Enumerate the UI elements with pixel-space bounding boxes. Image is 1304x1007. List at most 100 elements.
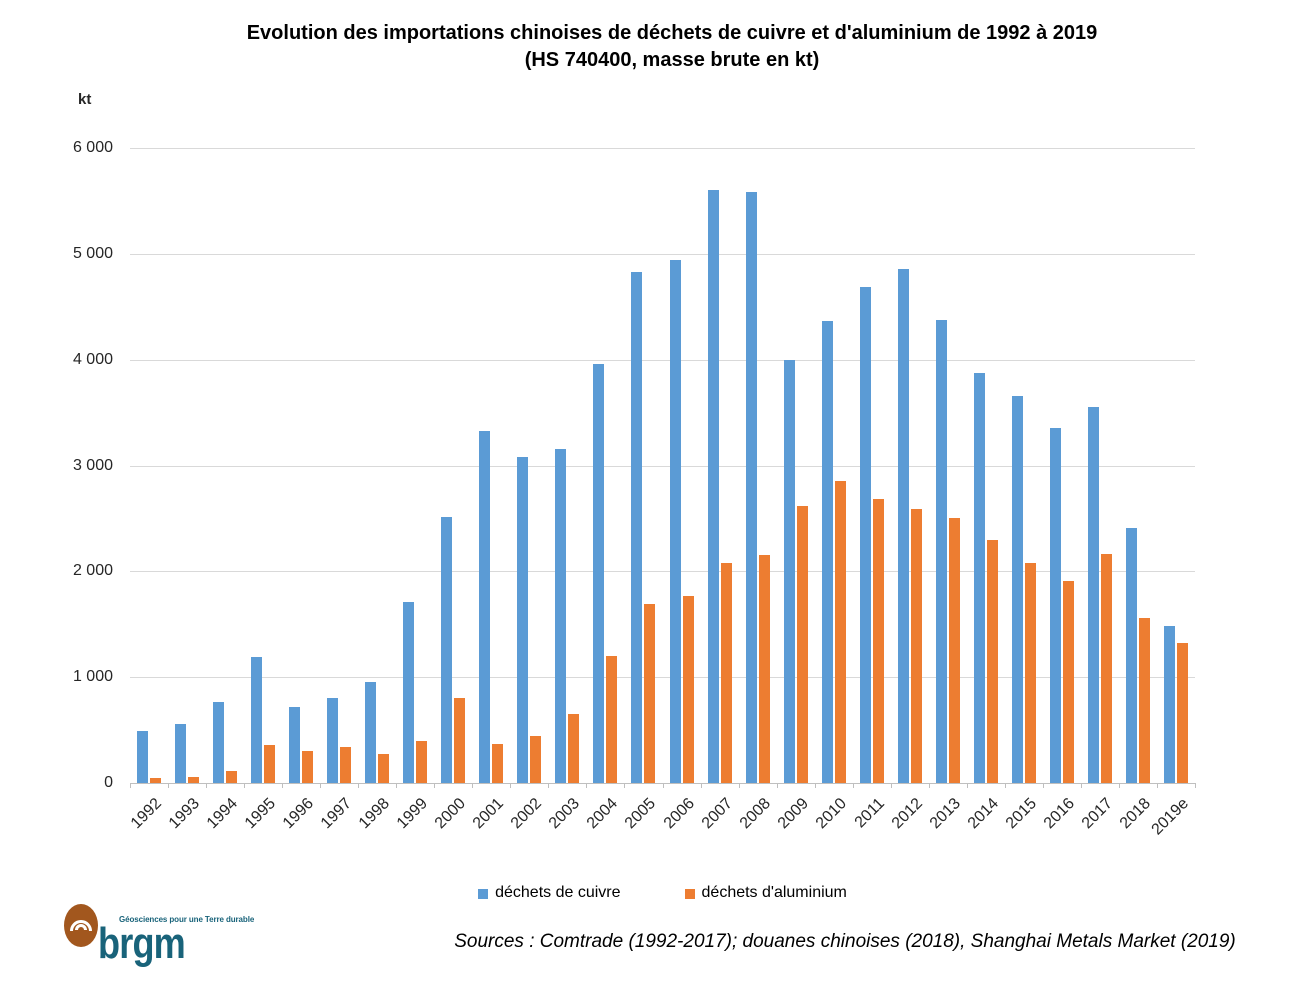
sources-caption: Sources : Comtrade (1992-2017); douanes … xyxy=(454,931,1236,952)
bar-cuivre-2008 xyxy=(745,192,757,783)
x-axis-tick xyxy=(1195,783,1196,788)
x-axis-tick xyxy=(168,783,170,788)
x-axis-tick xyxy=(510,783,512,788)
bar-aluminium-1998 xyxy=(378,753,390,783)
bar-cuivre-1996 xyxy=(289,707,301,783)
x-axis-tick xyxy=(548,783,550,788)
gridline xyxy=(130,677,1195,679)
bar-cuivre-2007 xyxy=(707,190,719,783)
x-axis-tick xyxy=(1156,783,1158,788)
bar-cuivre-2012 xyxy=(897,268,909,783)
legend-item-aluminium: déchets d'aluminium xyxy=(684,884,847,902)
gridline xyxy=(130,465,1195,467)
y-tick-label-2000: 2 000 xyxy=(72,562,113,580)
x-axis-tick xyxy=(1004,783,1006,788)
bar-cuivre-1993 xyxy=(175,723,187,783)
bar-aluminium-1997 xyxy=(340,747,352,783)
x-axis-tick xyxy=(624,783,626,788)
bar-aluminium-2013 xyxy=(948,518,960,783)
bar-aluminium-2012 xyxy=(910,508,922,783)
x-axis-tick xyxy=(1042,783,1044,788)
x-axis-tick xyxy=(244,783,246,788)
bar-cuivre-2005 xyxy=(631,271,643,783)
brgm-logo-tagline: Géosciences pour une Terre durable xyxy=(119,915,255,924)
bar-cuivre-1997 xyxy=(327,697,339,783)
bar-cuivre-2003 xyxy=(555,448,567,783)
bar-aluminium-2016 xyxy=(1062,580,1074,783)
bar-cuivre-1992 xyxy=(137,731,149,783)
bar-cuivre-2004 xyxy=(593,364,605,783)
legend: déchets de cuivre déchets d'aluminium xyxy=(130,884,1195,902)
bar-cuivre-2009 xyxy=(783,359,795,783)
legend-item-cuivre: déchets de cuivre xyxy=(478,884,621,902)
x-axis-tick xyxy=(1118,783,1120,788)
gridline xyxy=(130,571,1195,573)
y-axis-labels: 6 000 5 000 4 000 3 000 2 000 1 000 0 xyxy=(0,139,113,791)
bar-aluminium-2008 xyxy=(758,555,770,783)
bar-aluminium-2010 xyxy=(834,480,846,783)
bar-aluminium-2007 xyxy=(720,562,732,783)
bar-cuivre-2014 xyxy=(973,373,985,783)
bar-cuivre-2015 xyxy=(1011,395,1023,783)
bar-aluminium-2002 xyxy=(530,736,542,783)
bar-cuivre-2011 xyxy=(859,286,871,783)
legend-label-aluminium: déchets d'aluminium xyxy=(701,884,847,901)
bar-cuivre-2017 xyxy=(1087,406,1099,783)
y-tick-label-1000: 1 000 xyxy=(72,668,113,686)
bar-cuivre-2018 xyxy=(1125,527,1137,783)
y-tick-label-6000: 6 000 xyxy=(72,139,113,156)
chart-title: Evolution des importations chinoises de … xyxy=(40,20,1304,74)
bar-cuivre-2016 xyxy=(1049,428,1061,783)
x-axis-tick xyxy=(662,783,664,788)
x-axis-tick xyxy=(358,783,360,788)
brgm-logo-wordmark: brgm xyxy=(98,919,186,968)
chart-title-line1: Evolution des importations chinoises de … xyxy=(246,22,1098,44)
y-tick-label-0: 0 xyxy=(104,774,113,791)
brgm-logo-arc-icon xyxy=(64,904,98,947)
bar-cuivre-1999 xyxy=(403,602,415,783)
legend-label-cuivre: déchets de cuivre xyxy=(495,884,621,901)
bar-aluminium-2018 xyxy=(1138,617,1150,783)
x-axis-tick xyxy=(738,783,740,788)
x-axis-tick xyxy=(206,783,208,788)
bar-aluminium-2006 xyxy=(682,595,694,783)
gridline xyxy=(130,359,1195,361)
bar-aluminium-2015 xyxy=(1024,562,1036,783)
bar-cuivre-2006 xyxy=(669,259,681,783)
bar-aluminium-2017 xyxy=(1100,554,1112,783)
bar-aluminium-2004 xyxy=(606,656,618,783)
x-axis-tick xyxy=(814,783,816,788)
y-axis-unit-label: kt xyxy=(78,91,92,108)
x-axis-tick xyxy=(396,783,398,788)
legend-swatch-icon-cuivre xyxy=(478,888,489,899)
x-axis-tick xyxy=(130,783,131,788)
x-axis-tick xyxy=(472,783,474,788)
y-tick-label-4000: 4 000 xyxy=(72,350,113,368)
gridline xyxy=(130,148,1195,149)
bar-cuivre-1994 xyxy=(213,701,225,783)
bar-aluminium-2011 xyxy=(872,499,884,783)
legend-swatch-icon-aluminium xyxy=(684,888,695,899)
bar-cuivre-1995 xyxy=(251,657,263,783)
bar-aluminium-1993 xyxy=(188,776,200,783)
y-tick-label-3000: 3 000 xyxy=(72,456,113,474)
bar-aluminium-2003 xyxy=(568,714,580,783)
bar-cuivre-2002 xyxy=(517,457,529,783)
bar-aluminium-2001 xyxy=(492,743,504,783)
bar-cuivre-1998 xyxy=(365,681,377,783)
bar-aluminium-2000 xyxy=(454,698,466,783)
y-tick-label-5000: 5 000 xyxy=(72,244,113,262)
bar-aluminium-1992 xyxy=(150,778,162,783)
x-axis-tick xyxy=(1080,783,1082,788)
bar-cuivre-2019e xyxy=(1163,626,1175,783)
x-axis-tick xyxy=(700,783,702,788)
x-axis-tick xyxy=(434,783,436,788)
x-axis-tick xyxy=(890,783,892,788)
gridline xyxy=(130,253,1195,255)
x-axis-tick xyxy=(966,783,968,788)
bar-aluminium-2019e xyxy=(1176,643,1188,783)
bar-aluminium-1995 xyxy=(264,744,276,783)
x-axis-tick xyxy=(282,783,284,788)
brgm-logo: Géosciences pour une Terre durable brgm xyxy=(62,902,322,982)
